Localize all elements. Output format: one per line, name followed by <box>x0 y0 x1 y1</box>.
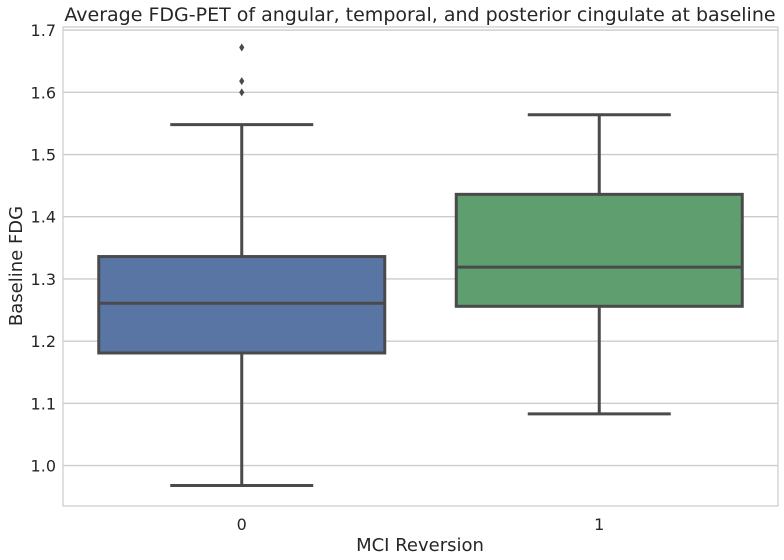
x-axis-label: MCI Reversion <box>356 535 484 556</box>
y-tick-label: 1.7 <box>31 21 56 40</box>
y-tick-label: 1.1 <box>31 394 56 413</box>
outlier-point <box>239 43 245 52</box>
y-tick-label: 1.6 <box>31 83 56 102</box>
boxes <box>97 43 744 487</box>
box-group-1 <box>454 113 744 416</box>
outlier-point <box>239 77 245 86</box>
y-tick-label: 1.5 <box>31 146 56 165</box>
plot-frame <box>62 26 779 507</box>
box-group-0 <box>97 43 387 487</box>
y-tick-label: 1.4 <box>31 208 56 227</box>
y-tick-label: 1.3 <box>31 270 56 289</box>
box-iqr <box>97 255 387 355</box>
y-tick-labels: 1.0 1.1 1.2 1.3 1.4 1.5 1.6 1.7 <box>31 21 56 475</box>
y-tick-label: 1.0 <box>31 457 56 476</box>
y-tick-label: 1.2 <box>31 332 56 351</box>
x-tick-label: 0 <box>237 515 247 534</box>
y-axis-label: Baseline FDG <box>6 206 27 326</box>
box-iqr <box>454 192 744 308</box>
chart-title: Average FDG-PET of angular, temporal, an… <box>64 4 775 26</box>
outlier-point <box>239 88 245 97</box>
x-tick-label: 1 <box>594 515 604 534</box>
